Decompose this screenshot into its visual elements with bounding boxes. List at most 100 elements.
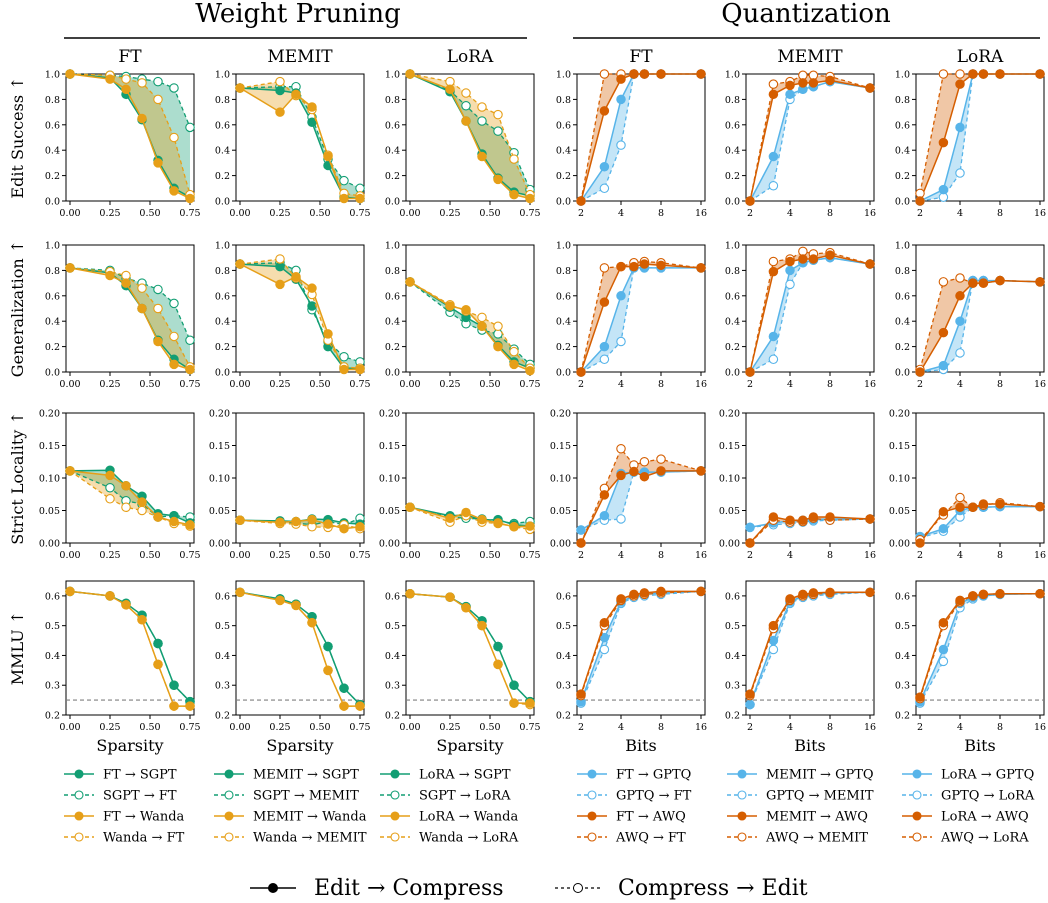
y-tick-label: 0.2	[215, 171, 230, 182]
data-point	[105, 482, 115, 493]
data-point	[477, 312, 487, 323]
y-tick-label: 0.2	[725, 711, 740, 722]
y-tick-label: 0.5	[45, 621, 60, 632]
y-tick-label: 0.2	[556, 342, 571, 353]
x-tick-label: 2	[578, 208, 584, 219]
y-tick-label: 1.0	[725, 70, 740, 81]
y-tick-label: 0.05	[39, 506, 60, 517]
y-tick-label: 0.4	[895, 651, 910, 662]
data-point	[65, 586, 75, 597]
y-tick-label: 0.0	[725, 368, 740, 379]
data-point	[307, 102, 317, 112]
subplot-quant-ft-loc: 0.00 0.05 0.10 0.15 0.20 2 4 8 16	[550, 409, 707, 562]
data-point	[938, 644, 949, 655]
data-point	[616, 74, 626, 84]
x-tick-label: 0.50	[479, 722, 500, 733]
data-point	[785, 89, 795, 100]
data-point	[938, 617, 949, 628]
data-point	[121, 481, 131, 491]
group-title-quantization: Quantization	[721, 0, 891, 29]
data-point	[599, 354, 610, 365]
data-point	[461, 116, 471, 126]
x-tick-label: 0.00	[59, 208, 80, 219]
data-point	[169, 701, 179, 711]
y-tick-label: 0.4	[556, 146, 571, 157]
data-point	[105, 74, 115, 84]
legend-marker	[74, 832, 84, 842]
gap-area-sgpt	[240, 86, 360, 199]
subplot-pruning-ft-gen: 0.0 0.2 0.4 0.6 0.8 1.0 0.00 0.25 0.50 0.75	[45, 241, 201, 391]
data-point	[955, 79, 965, 89]
data-point	[616, 514, 626, 524]
x-tick-label: 4	[787, 550, 793, 561]
y-tick-label: 0.3	[45, 681, 60, 692]
legend-entry: SGPT → MEMIT	[214, 789, 359, 804]
data-point	[153, 94, 163, 105]
x-tick-label: 16	[695, 208, 707, 219]
row-label: Generalization ↑	[8, 240, 27, 377]
x-tick-label: 0.00	[229, 208, 250, 219]
y-tick-label: 1.0	[215, 241, 230, 252]
legend-marker	[390, 769, 400, 779]
x-tick-label: 0.50	[139, 379, 160, 390]
subplot-pruning-ft-loc: 0.00 0.05 0.10 0.15 0.20 0.00 0.25 0.50 0.75	[39, 409, 201, 562]
data-point	[509, 189, 519, 200]
data-point	[461, 101, 471, 111]
y-tick-label: 1.0	[45, 241, 60, 252]
legend-marker	[224, 769, 234, 779]
data-point	[275, 254, 285, 264]
data-point	[493, 518, 503, 528]
data-point	[323, 329, 333, 339]
data-point	[696, 586, 706, 597]
y-tick-label: 0.5	[895, 621, 910, 632]
subplot-pruning-lora-loc: 0.00 0.05 0.10 0.15 0.20 0.00 0.25 0.50 0.75	[379, 409, 541, 562]
legend-marker	[737, 769, 747, 779]
legend-label: SGPT → MEMIT	[253, 789, 359, 804]
data-point	[493, 641, 503, 652]
legend-marker	[912, 790, 922, 800]
y-tick-label: 0.6	[556, 120, 571, 131]
data-point	[445, 301, 455, 311]
data-point	[938, 69, 949, 79]
x-tick-label: 0.75	[349, 550, 370, 561]
y-tick-label: 0.4	[385, 651, 400, 662]
y-tick-label: 0.6	[215, 291, 230, 302]
data-point	[768, 635, 779, 646]
data-point	[477, 514, 487, 525]
data-point	[169, 298, 179, 309]
y-tick-label: 0.4	[45, 317, 60, 328]
y-tick-label: 0.8	[725, 95, 740, 106]
x-tick-label: 16	[864, 208, 876, 219]
data-point	[153, 284, 163, 295]
data-point	[137, 505, 147, 516]
data-point	[323, 519, 333, 529]
x-tick-label: 0.50	[479, 379, 500, 390]
y-tick-label: 0.4	[895, 317, 910, 328]
y-tick-label: 0.0	[556, 368, 571, 379]
data-point	[445, 513, 455, 524]
y-tick-label: 0.00	[719, 539, 740, 550]
x-tick-label: 0.25	[439, 208, 460, 219]
y-tick-label: 0.00	[379, 539, 400, 550]
y-tick-label: 0.6	[895, 120, 910, 131]
data-point	[493, 321, 503, 332]
y-tick-label: 0.00	[550, 539, 571, 550]
data-point	[616, 261, 626, 272]
data-point	[493, 659, 503, 670]
data-point	[955, 316, 965, 326]
data-point	[137, 113, 147, 124]
plot-frame	[576, 580, 706, 716]
x-tick-label: 8	[997, 379, 1003, 390]
legend-line-style: Edit → Compress Compress → Edit	[250, 876, 808, 901]
legend-marker	[912, 832, 922, 842]
y-tick-label: 0.5	[385, 621, 400, 632]
data-point	[616, 443, 626, 454]
data-point	[461, 603, 471, 613]
subplot-pruning-memit-es: 0.0 0.2 0.4 0.6 0.8 1.0 0.00 0.25 0.50 0.75	[215, 70, 371, 220]
x-tick-label: 0.00	[229, 722, 250, 733]
x-tick-label: 8	[997, 208, 1003, 219]
x-axis-label: Sparsity	[96, 736, 163, 755]
data-point	[1035, 589, 1045, 599]
y-tick-label: 0.6	[215, 120, 230, 131]
